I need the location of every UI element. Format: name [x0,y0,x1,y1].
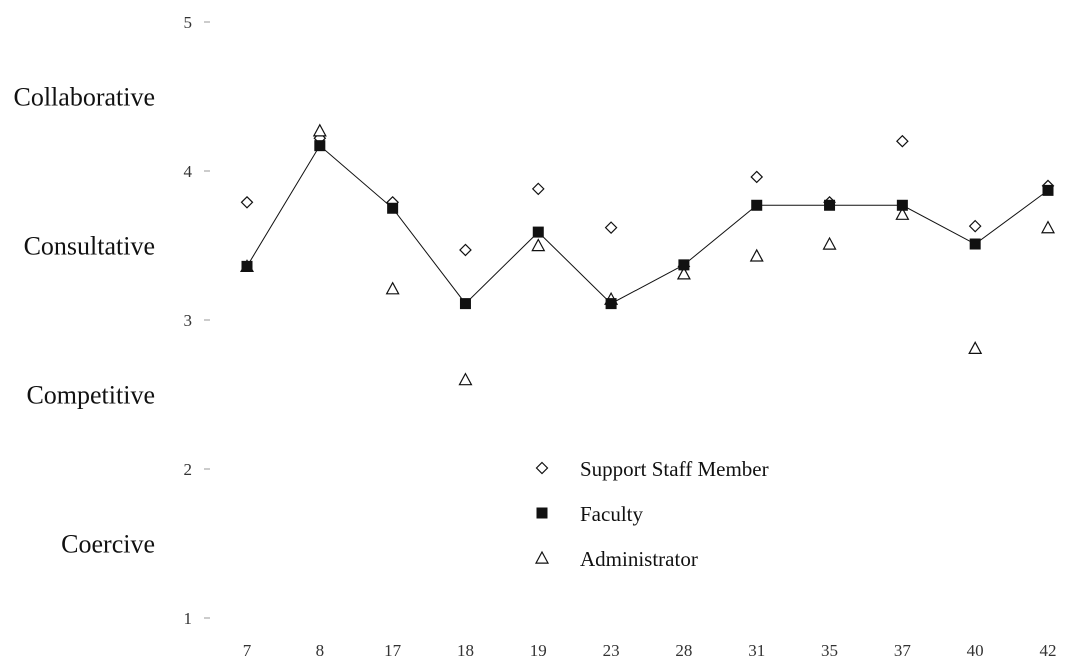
x-tick-label-40: 40 [967,641,984,660]
legend-marker-administrator [534,550,550,564]
point-administrator-18 [458,372,473,386]
y-category-label-coercive: Coercive [61,530,155,559]
point-support-staff-member-31 [750,170,764,184]
point-faculty-28 [678,259,690,271]
y-category-label-collaborative: Collaborative [13,83,155,112]
y-tick-label-3: 3 [184,311,193,330]
x-tick-label-37: 37 [894,641,912,660]
x-tick-label-31: 31 [748,641,765,660]
point-faculty-35 [824,199,836,211]
y-axis-ticks: 1 2 3 4 5 [184,13,210,628]
y-category-label-consultative: Consultative [24,232,155,261]
x-tick-label-17: 17 [384,641,402,660]
point-faculty-37 [896,199,908,211]
point-administrator-28 [676,266,691,280]
series-lines [246,144,1049,305]
point-support-staff-member-7 [240,195,254,209]
point-administrator-17 [385,281,400,295]
legend-marker-support-staff-member [535,461,549,475]
y-tick-label-5: 5 [184,13,193,32]
point-faculty-18 [459,298,471,310]
y-tick-label-4: 4 [184,162,193,181]
x-tick-label-28: 28 [675,641,692,660]
point-faculty-42 [1042,184,1054,196]
x-tick-label-42: 42 [1040,641,1057,660]
point-support-staff-member-18 [459,243,472,257]
point-administrator-42 [1040,220,1056,234]
point-administrator-8 [312,123,327,137]
series-line-faculty [246,144,1049,305]
legend-label-support-staff-member: Support Staff Member [580,457,769,481]
legend-marker-faculty [536,507,548,519]
point-administrator-35 [822,236,837,250]
point-support-staff-member-19 [531,182,545,196]
series-points [239,123,1056,386]
y-tick-label-1: 1 [184,609,193,628]
x-tick-label-23: 23 [603,641,620,660]
point-support-staff-member-23 [604,221,618,234]
point-faculty-23 [605,298,617,310]
point-administrator-40 [968,341,983,355]
legend-label-administrator: Administrator [580,547,698,571]
point-faculty-7 [241,260,253,272]
point-administrator-31 [749,248,764,262]
point-faculty-31 [751,199,763,211]
point-support-staff-member-40 [968,219,982,233]
point-administrator-37 [895,206,910,220]
point-faculty-19 [532,226,544,238]
x-tick-label-7: 7 [243,641,252,660]
x-tick-label-18: 18 [457,641,474,660]
point-support-staff-member-37 [896,134,909,148]
y-tick-label-2: 2 [184,460,193,479]
point-faculty-8 [314,140,326,152]
legend: Support Staff Member Faculty Administrator [534,457,769,571]
x-tick-label-8: 8 [316,641,325,660]
y-category-label-competitive: Competitive [26,381,155,410]
point-faculty-17 [387,202,399,214]
x-tick-label-19: 19 [530,641,547,660]
point-administrator-19 [531,238,546,252]
legend-label-faculty: Faculty [580,502,643,526]
y-category-labels: Collaborative Consultative Competitive Coer… [13,83,155,559]
x-axis-tick-labels: 7 8 17 18 19 23 28 31 35 37 40 42 [243,641,1057,660]
point-faculty-40 [969,238,981,250]
x-tick-label-35: 35 [821,641,838,660]
